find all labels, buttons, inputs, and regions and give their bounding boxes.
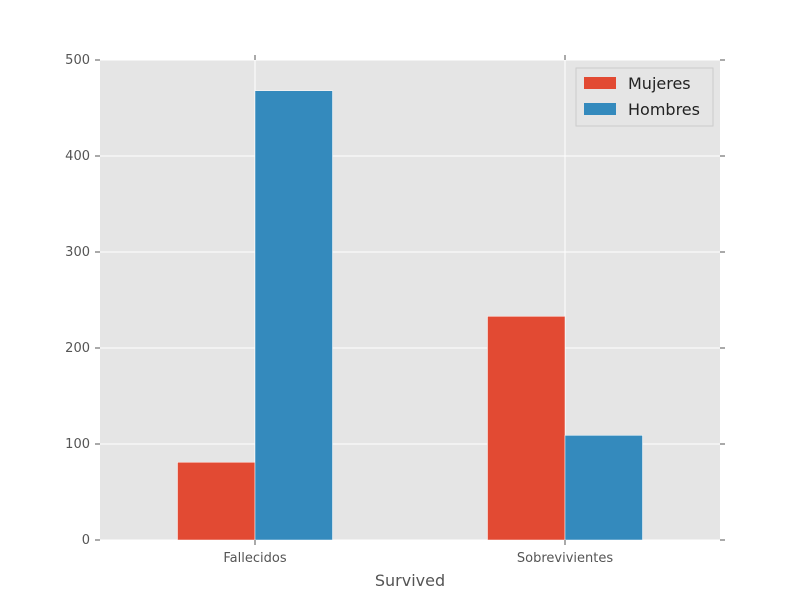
legend: Mujeres Hombres (575, 67, 714, 127)
y-tick-label: 300 (65, 245, 90, 260)
bar-mujeres-fallecidos (177, 461, 256, 541)
legend-label-hombres: Hombres (628, 100, 700, 119)
x-tick-label: Fallecidos (223, 551, 286, 566)
y-tick-label: 0 (82, 533, 90, 548)
x-axis-label: Survived (375, 571, 445, 590)
bars (177, 90, 643, 541)
bar-mujeres-sobrevivientes (487, 316, 566, 541)
y-tick-label: 400 (65, 149, 90, 164)
x-tick-labels: Fallecidos Sobrevivientes (223, 551, 613, 566)
bar-hombres-sobrevivientes (564, 435, 643, 541)
x-tick-label: Sobrevivientes (517, 551, 613, 566)
legend-label-mujeres: Mujeres (628, 74, 691, 93)
y-tick-label: 500 (65, 53, 90, 68)
axis-ticks (95, 55, 725, 545)
legend-swatch-mujeres (584, 77, 616, 89)
y-tick-label: 200 (65, 341, 90, 356)
legend-swatch-hombres (584, 103, 616, 115)
y-tick-labels: 0 100 200 300 400 500 (65, 53, 90, 548)
y-tick-label: 100 (65, 437, 90, 452)
bar-hombres-fallecidos (254, 90, 333, 541)
